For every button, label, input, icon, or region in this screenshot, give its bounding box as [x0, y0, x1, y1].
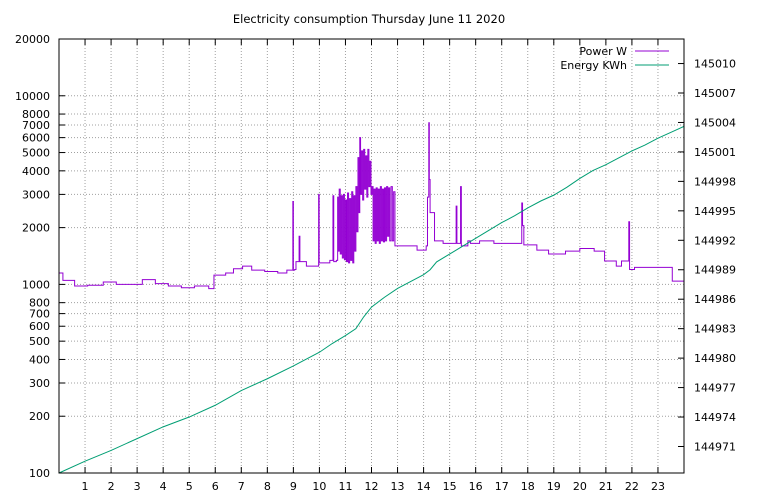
right-y-tick-label: 145010 — [694, 58, 736, 71]
x-tick-label: 22 — [625, 480, 639, 493]
right-y-tick-label: 145001 — [694, 146, 736, 159]
left-y-tick-label: 2000 — [22, 222, 50, 235]
right-y-tick-label: 144995 — [694, 205, 736, 218]
left-y-tick-label: 100 — [29, 467, 50, 480]
x-tick-label: 11 — [338, 480, 352, 493]
grid-lines — [59, 39, 684, 473]
right-y-tick-label: 144971 — [694, 440, 736, 453]
x-tick-label: 13 — [391, 480, 405, 493]
x-tick-label: 3 — [134, 480, 141, 493]
left-y-tick-label: 5000 — [22, 147, 50, 160]
left-y-tick-label: 400 — [29, 353, 50, 366]
right-y-tick-label: 145007 — [694, 87, 736, 100]
x-tick-label: 5 — [186, 480, 193, 493]
x-ticks: 1 2 3 4 5 6 7 8 9 10 11 12 13 14 15 16 17 18 19 20 21 22 23 — [82, 39, 665, 493]
right-y-tick-label: 144980 — [694, 352, 736, 365]
x-tick-label: 21 — [599, 480, 613, 493]
data-series — [58, 122, 685, 474]
x-tick-label: 9 — [290, 480, 297, 493]
x-tick-label: 16 — [469, 480, 483, 493]
left-y-tick-label: 6000 — [22, 132, 50, 145]
left-y-tick-label: 500 — [29, 335, 50, 348]
x-tick-label: 1 — [82, 480, 89, 493]
x-tick-label: 12 — [365, 480, 379, 493]
chart-title: Electricity consumption Thursday June 11… — [233, 12, 505, 26]
right-y-tick-label: 144983 — [694, 323, 736, 336]
x-tick-label: 2 — [108, 480, 115, 493]
left-y-tick-label: 4000 — [22, 165, 50, 178]
left-y-tick-label: 300 — [29, 377, 50, 390]
right-y-tick-label: 145004 — [694, 116, 736, 129]
left-y-tick-label: 700 — [29, 308, 50, 321]
left-y-tick-label: 7000 — [22, 119, 50, 132]
left-y-tick-label: 1000 — [22, 278, 50, 291]
left-y-tick-label: 10000 — [15, 90, 50, 103]
x-tick-label: 15 — [443, 480, 457, 493]
x-tick-label: 4 — [160, 480, 167, 493]
x-tick-label: 10 — [312, 480, 326, 493]
right-y-tick-label: 144986 — [694, 293, 736, 306]
energy-kwh-line — [58, 125, 685, 474]
left-y-tick-label: 200 — [29, 410, 50, 423]
legend-label-power-w: Power W — [579, 45, 627, 58]
left-y-tick-label: 8000 — [22, 108, 50, 121]
left-y-tick-label: 600 — [29, 320, 50, 333]
right-y-tick-label: 144977 — [694, 382, 736, 395]
left-y-tick-label: 20000 — [15, 33, 50, 46]
right-y-tick-label: 144998 — [694, 175, 736, 188]
left-y-tick-label: 800 — [29, 297, 50, 310]
right-y-tick-label: 144989 — [694, 264, 736, 277]
x-tick-label: 18 — [521, 480, 535, 493]
left-y-tick-label: 3000 — [22, 188, 50, 201]
right-y-tick-label: 144974 — [694, 411, 736, 424]
power-w-line — [59, 122, 684, 290]
x-tick-label: 8 — [264, 480, 271, 493]
x-tick-label: 19 — [547, 480, 561, 493]
plot-frame — [58, 38, 685, 474]
legend-label-energy-kwh: Energy KWh — [560, 59, 627, 72]
right-y-ticks: 144971 144974 144977 144980 144983 144986 1449… — [678, 58, 736, 453]
right-y-tick-label: 144992 — [694, 234, 736, 247]
x-tick-label: 23 — [651, 480, 665, 493]
x-tick-label: 6 — [212, 480, 219, 493]
x-tick-label: 20 — [573, 480, 587, 493]
x-tick-label: 14 — [417, 480, 431, 493]
x-tick-label: 7 — [238, 480, 245, 493]
x-tick-label: 17 — [495, 480, 509, 493]
